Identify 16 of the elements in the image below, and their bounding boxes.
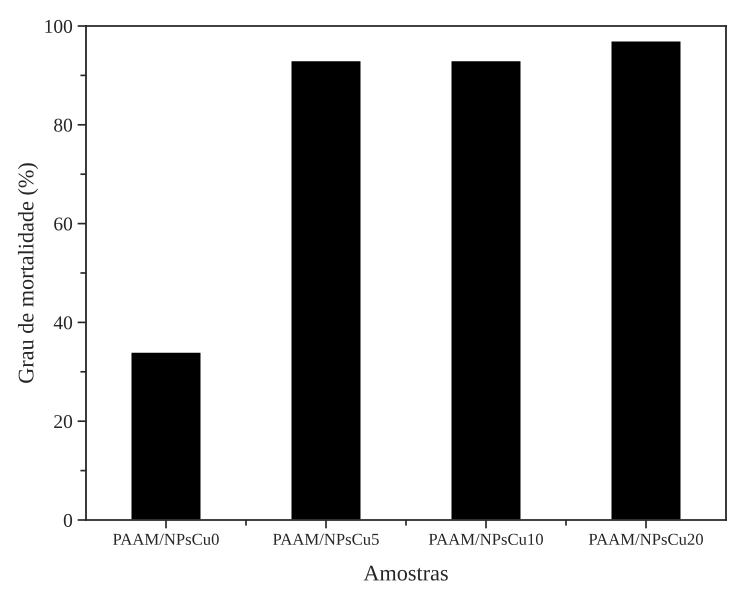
x-axis-title: Amostras (364, 566, 448, 581)
bar (290, 60, 362, 520)
y-tick-label: 80 (54, 118, 72, 132)
y-tick-label: 20 (54, 415, 72, 428)
x-tick-label: PAAM/NPsCu20 (588, 534, 703, 545)
y-tick-label: 100 (45, 20, 72, 33)
y-tick-label: 40 (54, 316, 72, 330)
y-tick-label: 60 (54, 217, 72, 231)
bar (130, 351, 202, 520)
bar (450, 60, 522, 520)
bar (610, 40, 682, 520)
x-tick-label: PAAM/NPsCu0 (113, 534, 219, 545)
y-tick-label: 0 (64, 514, 72, 527)
x-tick-label: PAAM/NPsCu5 (273, 534, 379, 545)
y-axis-title: Grau de mortalidade (%) (18, 163, 38, 383)
x-tick-label: PAAM/NPsCu10 (428, 534, 543, 545)
